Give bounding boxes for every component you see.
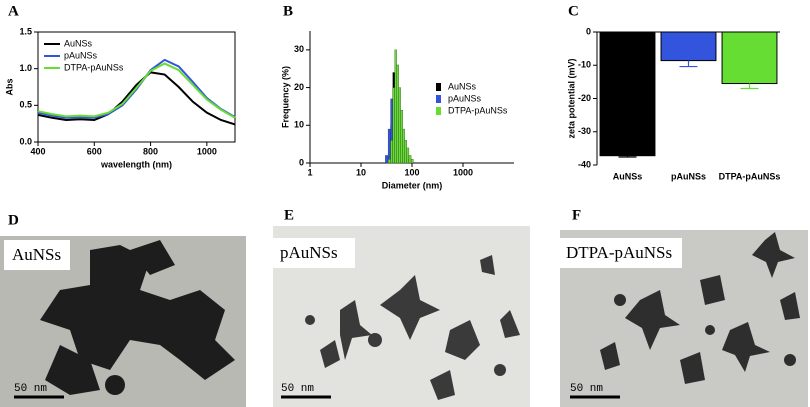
y-tick-label: 1.5 — [19, 26, 32, 36]
histogram-bar — [410, 159, 414, 164]
y-tick-label: 0 — [586, 26, 591, 36]
y-tick-label: 0 — [299, 157, 304, 167]
panel-label: E — [284, 207, 294, 223]
scale-bar-label: 50 nm — [281, 383, 314, 395]
legend-swatch — [436, 107, 441, 115]
histogram-bar — [387, 128, 391, 164]
legend-label: pAuNSs — [448, 93, 482, 103]
y-tick-label: -40 — [578, 159, 591, 169]
x-axis-title: wavelength (nm) — [100, 159, 172, 169]
histogram-bar — [396, 64, 399, 164]
particles — [40, 240, 235, 395]
image-label: AuNSs — [12, 245, 61, 264]
legend-label: DTPA-pAuNSs — [64, 62, 124, 72]
panel-label: B — [283, 3, 293, 19]
scale-bar-label: 50 nm — [14, 383, 47, 395]
x-tick-label: DTPA-pAuNSs — [719, 171, 781, 181]
y-tick-label: 30 — [294, 44, 304, 54]
legend-label: AuNSs — [448, 81, 477, 91]
histogram-bar — [392, 87, 395, 164]
histogram-bar — [404, 140, 407, 164]
x-tick-label: AuNSs — [613, 171, 643, 181]
histogram-bar — [400, 110, 403, 164]
y-tick-label: -30 — [578, 126, 591, 136]
y-tick-label: 20 — [294, 82, 304, 92]
bar — [660, 31, 717, 62]
panel-label: C — [568, 3, 579, 19]
x-tick-label: 100 — [404, 167, 419, 177]
tem-image-f: F DTPA-pAuNSs 50 nm — [560, 207, 808, 407]
panel-label: A — [8, 3, 19, 19]
histogram-bar — [402, 128, 405, 164]
x-tick-label: pAuNSs — [671, 171, 706, 181]
y-axis-title: zeta potential (mV) — [566, 58, 576, 138]
particles — [600, 232, 800, 384]
image-label: DTPA-pAuNSs — [566, 243, 672, 262]
legend-label: AuNSs — [64, 38, 93, 48]
x-tick-label: 800 — [143, 146, 158, 156]
plot-frame — [37, 31, 236, 143]
line — [37, 62, 236, 119]
x-tick-label: 1000 — [197, 146, 217, 156]
bar — [599, 31, 656, 157]
x-tick-label: 1000 — [453, 167, 473, 177]
legend-swatch — [436, 83, 441, 91]
line — [37, 71, 236, 126]
particles — [305, 255, 520, 400]
histogram-bar — [387, 159, 391, 164]
histogram-bar — [398, 87, 401, 164]
panel-label: D — [8, 212, 19, 228]
histogram-bar — [390, 140, 393, 164]
legend-label: pAuNSs — [64, 50, 98, 60]
histogram-bar — [394, 49, 397, 164]
legend-label: DTPA-pAuNSs — [448, 105, 508, 115]
y-axis-title: Frequency (%) — [280, 66, 290, 128]
tem-image-e: E pAuNSs 50 nm — [273, 207, 530, 407]
x-tick-label: 1 — [307, 167, 312, 177]
scale-bar-label: 50 nm — [570, 383, 603, 395]
y-tick-label: -20 — [578, 93, 591, 103]
y-tick-label: 10 — [294, 120, 304, 130]
histogram-bar — [385, 155, 389, 164]
bar — [721, 31, 778, 85]
y-tick-label: 0.5 — [19, 100, 32, 110]
y-tick-label: -10 — [578, 60, 591, 70]
panel-label: F — [572, 207, 581, 223]
y-axis-title: Abs — [4, 78, 14, 95]
y-tick-label: 1.0 — [19, 63, 32, 73]
x-tick-label: 10 — [356, 167, 366, 177]
label-box — [560, 238, 682, 268]
y-tick-label: 0.0 — [19, 136, 32, 146]
label-box — [4, 240, 70, 270]
histogram-bar — [406, 147, 410, 164]
tem-image-d: D AuNSs 50 nm — [0, 212, 246, 407]
label-box — [273, 238, 355, 268]
x-tick-label: 400 — [30, 146, 45, 156]
histogram-bar — [408, 155, 412, 164]
x-tick-label: 600 — [87, 146, 102, 156]
legend-swatch — [436, 95, 441, 103]
x-axis-title: Diameter (nm) — [382, 180, 443, 190]
image-label: pAuNSs — [280, 243, 338, 262]
